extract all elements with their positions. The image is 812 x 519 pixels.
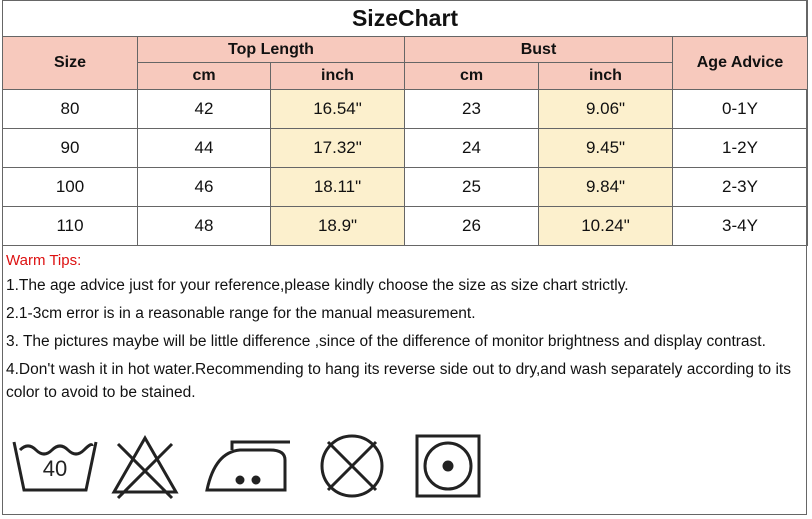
- size-header: Size: [2, 36, 138, 90]
- inch-header: inch: [538, 62, 673, 90]
- table-cell: 26: [404, 206, 539, 246]
- table-cell: 18.11": [270, 167, 405, 207]
- table-cell: 18.9": [270, 206, 405, 246]
- table-cell: 24: [404, 128, 539, 168]
- table-cell: 16.54": [270, 89, 405, 129]
- table-cell: 3-4Y: [671, 206, 809, 246]
- table-row: 110 48 18.9" 26 10.24" 3-4Y: [2, 206, 809, 246]
- tips: Warm Tips: 1.The age advice just for you…: [6, 249, 804, 409]
- tumble-dry-icon: [415, 434, 481, 498]
- table-row: 90 44 17.32" 24 9.45" 1-2Y: [2, 128, 809, 168]
- title: SizeChart: [1, 0, 809, 37]
- table-cell: 0-1Y: [671, 89, 809, 129]
- inch-header: inch: [270, 62, 405, 90]
- table-row: 80 42 16.54" 23 9.06" 0-1Y: [2, 89, 809, 129]
- size-table: SizeChart Size Top Length Bust Age Advic…: [1, 0, 809, 246]
- table-cell: 44: [137, 128, 271, 168]
- table-cell: 46: [137, 167, 271, 207]
- table-cell: 17.32": [270, 128, 405, 168]
- table-cell: 110: [2, 206, 138, 246]
- table-row: 100 46 18.11" 25 9.84" 2-3Y: [2, 167, 809, 207]
- table-cell: 9.06": [538, 89, 673, 129]
- no-dryclean-icon: [320, 434, 384, 498]
- table-cell: 23: [404, 89, 539, 129]
- table-cell: 80: [2, 89, 138, 129]
- table-cell: 90: [2, 128, 138, 168]
- care-icons: 40: [12, 434, 481, 500]
- cm-header: cm: [137, 62, 271, 90]
- table-cell: 2-3Y: [671, 167, 809, 207]
- table-cell: 48: [137, 206, 271, 246]
- tip-item: 1.The age advice just for your reference…: [6, 277, 629, 294]
- table-cell: 9.45": [538, 128, 673, 168]
- bust-header: Bust: [404, 36, 673, 63]
- wash-temp: 40: [43, 456, 67, 481]
- table-cell: 42: [137, 89, 271, 129]
- table-cell: 100: [2, 167, 138, 207]
- wash-icon: 40: [12, 441, 98, 492]
- cm-header: cm: [404, 62, 539, 90]
- iron-icon: [205, 440, 290, 492]
- tip-item: 2.1-3cm error is in a reasonable range f…: [6, 305, 476, 322]
- top-length-header: Top Length: [137, 36, 405, 63]
- tip-item: 4.Don't wash it in hot water.Recommendin…: [6, 361, 791, 401]
- no-bleach-icon: [111, 434, 179, 500]
- table-cell: 1-2Y: [671, 128, 809, 168]
- tip-item: 3. The pictures maybe will be little dif…: [6, 333, 766, 350]
- table-cell: 9.84": [538, 167, 673, 207]
- tips-title: Warm Tips:: [6, 252, 82, 269]
- table-cell: 10.24": [538, 206, 673, 246]
- table-cell: 25: [404, 167, 539, 207]
- age-header: Age Advice: [671, 36, 809, 90]
